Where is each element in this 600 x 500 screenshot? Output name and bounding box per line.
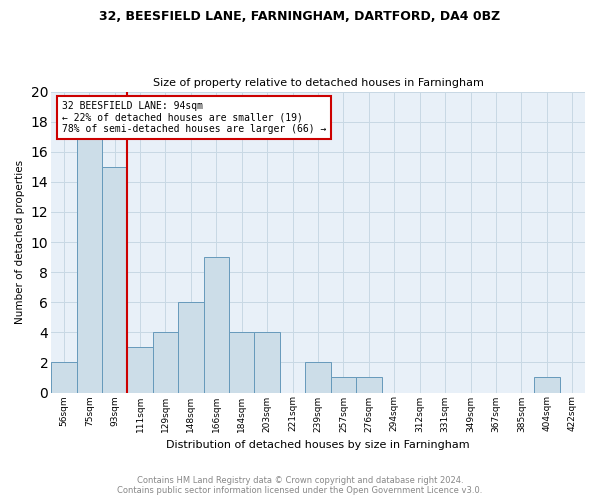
Bar — [305, 362, 331, 392]
Bar — [102, 167, 127, 392]
Text: Contains HM Land Registry data © Crown copyright and database right 2024.
Contai: Contains HM Land Registry data © Crown c… — [118, 476, 482, 495]
Bar — [127, 348, 153, 393]
Title: Size of property relative to detached houses in Farningham: Size of property relative to detached ho… — [152, 78, 484, 88]
Bar — [534, 378, 560, 392]
Bar — [356, 378, 382, 392]
Bar — [178, 302, 203, 392]
Bar — [331, 378, 356, 392]
Bar — [203, 257, 229, 392]
X-axis label: Distribution of detached houses by size in Farningham: Distribution of detached houses by size … — [166, 440, 470, 450]
Text: 32, BEESFIELD LANE, FARNINGHAM, DARTFORD, DA4 0BZ: 32, BEESFIELD LANE, FARNINGHAM, DARTFORD… — [100, 10, 500, 23]
Bar — [77, 106, 102, 393]
Bar — [229, 332, 254, 392]
Bar — [51, 362, 77, 392]
Bar — [153, 332, 178, 392]
Bar — [254, 332, 280, 392]
Text: 32 BEESFIELD LANE: 94sqm
← 22% of detached houses are smaller (19)
78% of semi-d: 32 BEESFIELD LANE: 94sqm ← 22% of detach… — [62, 100, 326, 134]
Y-axis label: Number of detached properties: Number of detached properties — [15, 160, 25, 324]
